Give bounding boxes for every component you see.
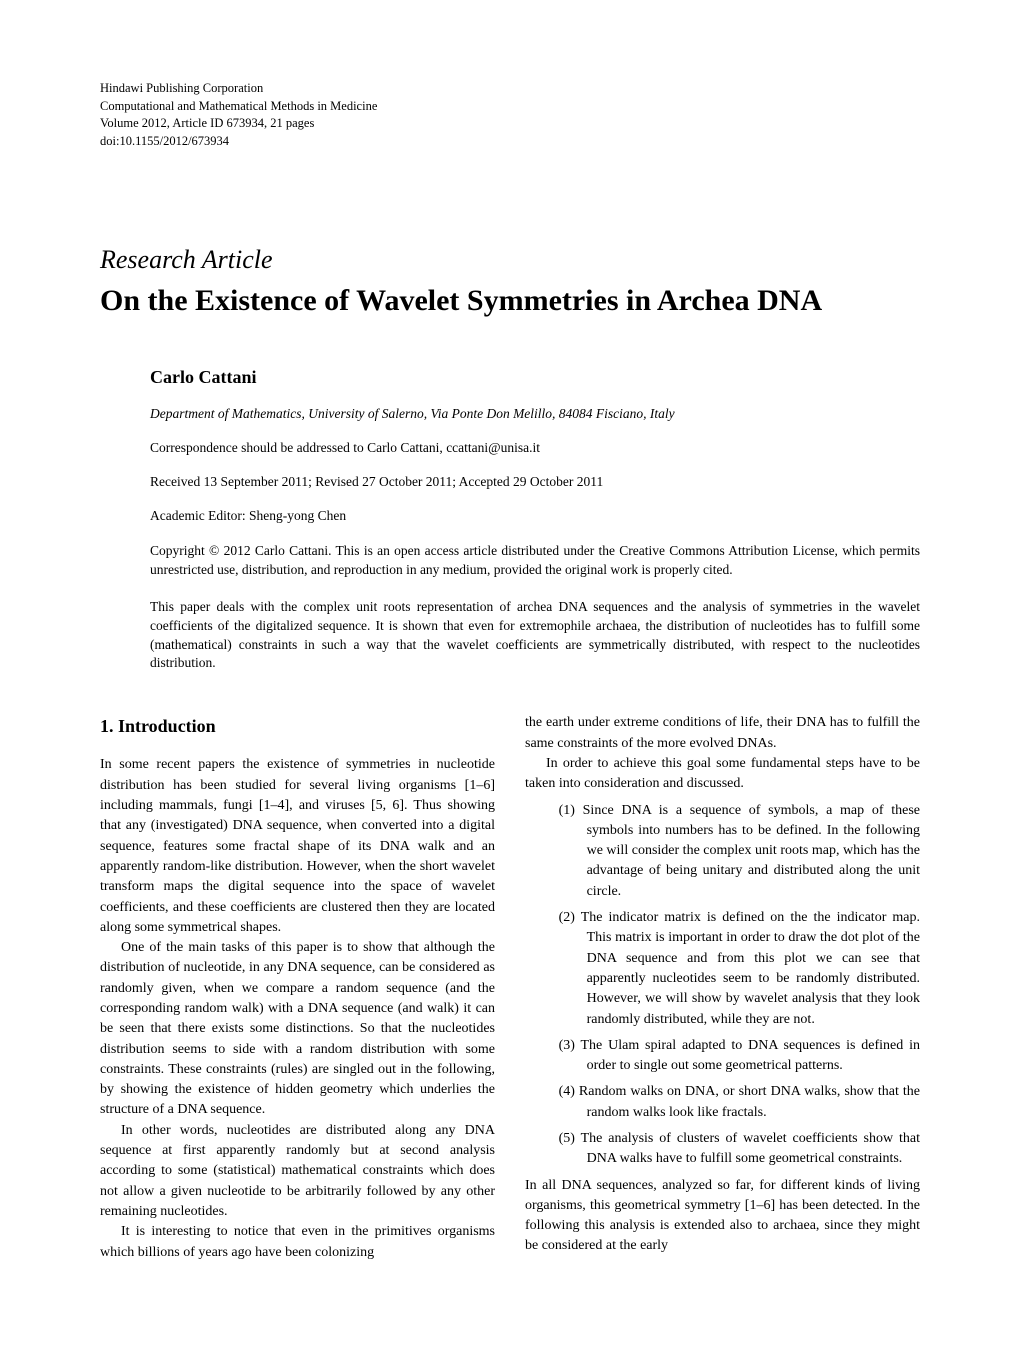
article-type: Research Article — [100, 245, 920, 275]
correspondence: Correspondence should be addressed to Ca… — [150, 440, 920, 456]
list-item: (5) The analysis of clusters of wavelet … — [559, 1129, 920, 1170]
publisher-line: Hindawi Publishing Corporation — [100, 80, 920, 98]
paragraph: In other words, nucleotides are distribu… — [100, 1121, 495, 1222]
correspondence-text: Correspondence should be addressed to Ca… — [150, 440, 446, 455]
body-columns: 1. Introduction In some recent papers th… — [100, 713, 920, 1263]
abstract: This paper deals with the complex unit r… — [150, 598, 920, 674]
paragraph: In all DNA sequences, analyzed so far, f… — [525, 1176, 920, 1257]
academic-editor: Academic Editor: Sheng-yong Chen — [150, 508, 920, 524]
author-affiliation: Department of Mathematics, University of… — [150, 406, 920, 422]
journal-name: Computational and Mathematical Methods i… — [100, 98, 920, 116]
numbered-list: (1) Since DNA is a sequence of symbols, … — [559, 801, 920, 1170]
paragraph: In some recent papers the existence of s… — [100, 755, 495, 938]
volume-info: Volume 2012, Article ID 673934, 21 pages — [100, 115, 920, 133]
author-name: Carlo Cattani — [150, 367, 920, 388]
doi: doi:10.1155/2012/673934 — [100, 133, 920, 151]
right-column: the earth under extreme conditions of li… — [525, 713, 920, 1263]
correspondence-email[interactable]: ccattani@unisa.it — [446, 440, 540, 455]
article-dates: Received 13 September 2011; Revised 27 O… — [150, 474, 920, 490]
list-item: (2) The indicator matrix is defined on t… — [559, 908, 920, 1030]
paragraph: the earth under extreme conditions of li… — [525, 713, 920, 754]
left-column: 1. Introduction In some recent papers th… — [100, 713, 495, 1263]
section-heading: 1. Introduction — [100, 713, 495, 739]
publisher-info: Hindawi Publishing Corporation Computati… — [100, 80, 920, 150]
paragraph: In order to achieve this goal some funda… — [525, 754, 920, 795]
paragraph: It is interesting to notice that even in… — [100, 1222, 495, 1263]
copyright-notice: Copyright © 2012 Carlo Cattani. This is … — [150, 542, 920, 580]
list-item: (1) Since DNA is a sequence of symbols, … — [559, 801, 920, 902]
paragraph: One of the main tasks of this paper is t… — [100, 938, 495, 1121]
article-title: On the Existence of Wavelet Symmetries i… — [100, 283, 920, 319]
list-item: (4) Random walks on DNA, or short DNA wa… — [559, 1082, 920, 1123]
list-item: (3) The Ulam spiral adapted to DNA seque… — [559, 1036, 920, 1077]
